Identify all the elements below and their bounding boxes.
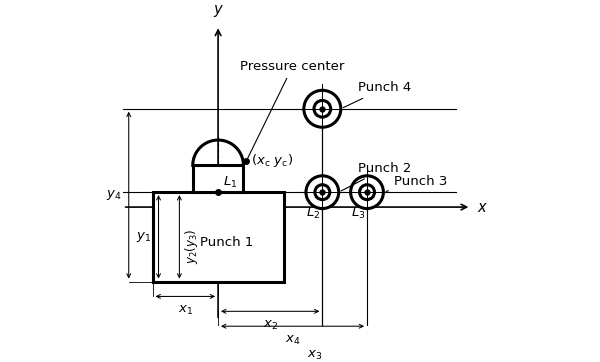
Text: $y_4$: $y_4$	[106, 188, 121, 202]
Text: Punch 2: Punch 2	[341, 162, 412, 191]
Text: $(x_\mathrm{c}\ y_\mathrm{c})$: $(x_\mathrm{c}\ y_\mathrm{c})$	[251, 152, 293, 169]
Text: $O$: $O$	[200, 213, 212, 226]
Text: $x_3$: $x_3$	[307, 349, 323, 362]
Circle shape	[350, 176, 383, 209]
Text: $x_2$: $x_2$	[263, 319, 278, 332]
Text: Punch 3: Punch 3	[386, 175, 447, 191]
Text: $y_2(y_3)$: $y_2(y_3)$	[183, 228, 200, 264]
Text: $x_4$: $x_4$	[285, 334, 301, 347]
Text: Punch 1: Punch 1	[200, 236, 254, 249]
Text: $L_1$: $L_1$	[223, 175, 238, 190]
Bar	[193, 165, 244, 192]
Text: $y$: $y$	[212, 3, 224, 20]
Circle shape	[315, 185, 330, 199]
Circle shape	[304, 90, 341, 127]
Circle shape	[359, 185, 374, 199]
Text: $x_1$: $x_1$	[178, 304, 193, 317]
Text: Pressure center: Pressure center	[241, 60, 345, 159]
Text: Punch 4: Punch 4	[343, 81, 412, 108]
Text: $L_2$: $L_2$	[306, 206, 320, 221]
Bar	[152, 192, 284, 282]
Circle shape	[306, 176, 339, 209]
Text: $y_1$: $y_1$	[136, 230, 151, 244]
Text: $x$: $x$	[477, 199, 488, 215]
Circle shape	[314, 100, 331, 117]
Text: $L_3$: $L_3$	[352, 206, 366, 221]
